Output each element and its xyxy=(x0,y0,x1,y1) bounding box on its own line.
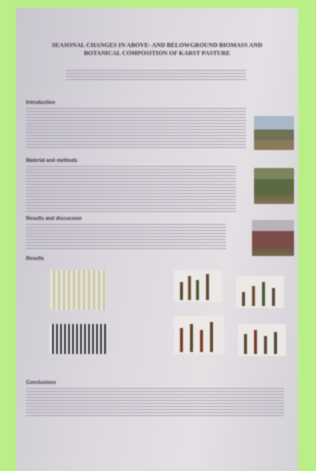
authors xyxy=(66,70,246,82)
text-block xyxy=(26,166,236,212)
section-heading: Conclusions xyxy=(26,380,56,386)
photo xyxy=(254,116,294,150)
section-heading: Introduction xyxy=(26,100,55,106)
section-heading: Results xyxy=(26,256,44,262)
poster-title: SEASONAL CHANGES IN ABOVE- AND BELOWGROU… xyxy=(36,42,278,58)
section-heading: Results and discussion xyxy=(26,216,82,222)
section-heading: Material and methods xyxy=(26,158,77,164)
photo-scene: SEASONAL CHANGES IN ABOVE- AND BELOWGROU… xyxy=(0,0,316,471)
photo xyxy=(252,220,294,256)
chart-image xyxy=(174,270,222,302)
chart-image xyxy=(50,324,106,354)
text-block xyxy=(26,388,284,418)
chart-image xyxy=(50,270,106,310)
chart-image xyxy=(236,276,284,308)
photo xyxy=(254,168,294,204)
text-block xyxy=(26,108,246,148)
poster: SEASONAL CHANGES IN ABOVE- AND BELOWGROU… xyxy=(16,8,298,471)
text-block xyxy=(26,224,226,250)
chart-image xyxy=(238,324,286,356)
chart-image xyxy=(174,316,224,354)
